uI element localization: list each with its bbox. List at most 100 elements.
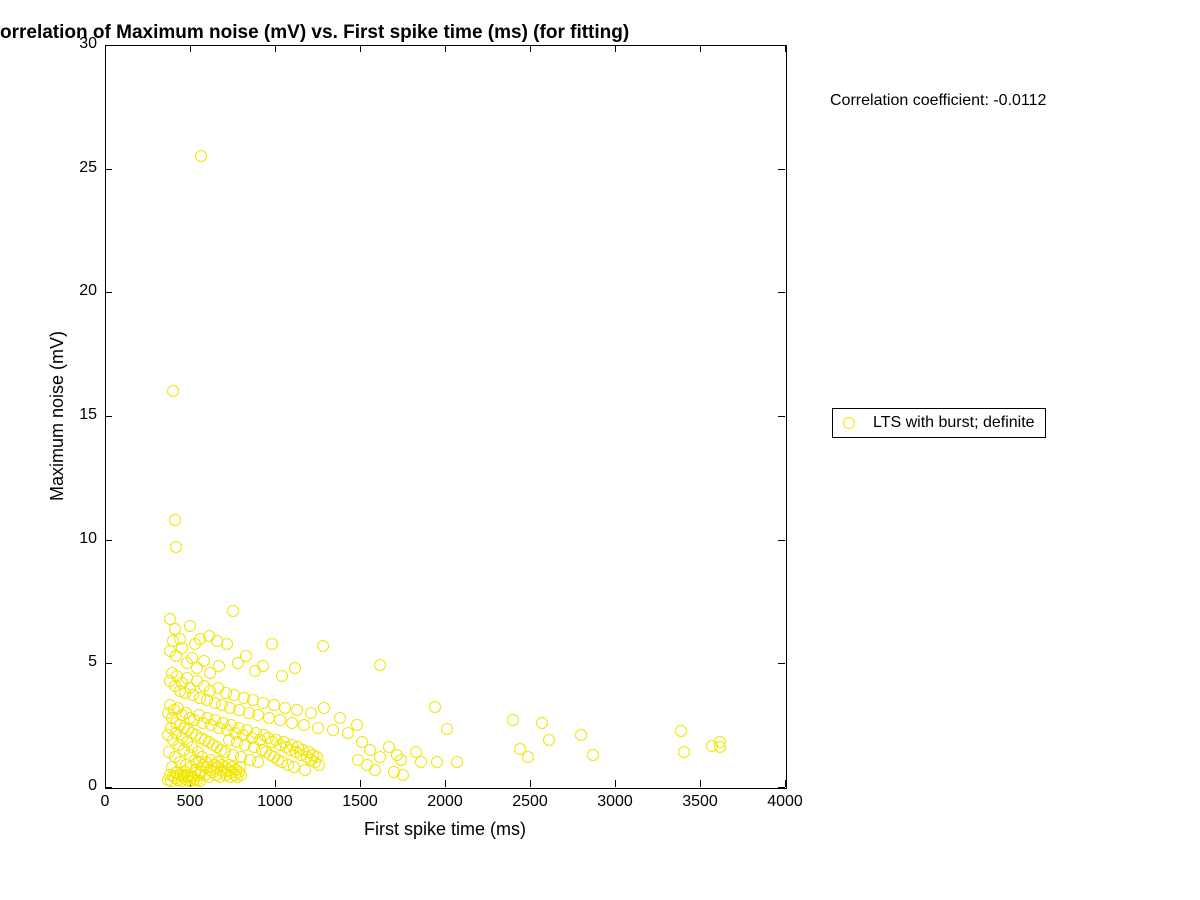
x-tick — [445, 780, 446, 787]
y-axis-label: Maximum noise (mV) — [47, 316, 68, 516]
x-tick — [530, 780, 531, 787]
x-tick-label: 4000 — [760, 793, 810, 811]
scatter-point — [274, 714, 286, 726]
x-tick — [105, 780, 106, 787]
scatter-point — [195, 150, 207, 162]
y-tick-label: 5 — [88, 653, 97, 671]
scatter-point — [678, 746, 690, 758]
scatter-point — [317, 640, 329, 652]
scatter-point — [198, 655, 210, 667]
scatter-point — [397, 769, 409, 781]
y-tick — [778, 663, 785, 664]
scatter-point — [257, 697, 269, 709]
scatter-point — [374, 751, 386, 763]
scatter-point — [431, 756, 443, 768]
scatter-point — [305, 707, 317, 719]
x-tick-label: 2500 — [505, 793, 555, 811]
y-tick — [105, 416, 112, 417]
x-tick — [700, 45, 701, 52]
scatter-point — [235, 769, 247, 781]
scatter-point — [714, 741, 726, 753]
x-tick-label: 1500 — [335, 793, 385, 811]
y-tick-label: 30 — [79, 35, 97, 53]
x-tick-label: 1000 — [250, 793, 300, 811]
y-tick-label: 25 — [79, 159, 97, 177]
x-tick — [615, 780, 616, 787]
x-tick — [615, 45, 616, 52]
x-tick-label: 0 — [80, 793, 130, 811]
y-tick — [778, 540, 785, 541]
x-tick — [360, 780, 361, 787]
scatter-point — [587, 749, 599, 761]
scatter-point — [252, 709, 264, 721]
scatter-point — [227, 605, 239, 617]
x-tick — [445, 45, 446, 52]
y-tick — [105, 787, 112, 788]
y-tick-label: 15 — [79, 406, 97, 424]
scatter-point — [291, 704, 303, 716]
scatter-point — [374, 659, 386, 671]
scatter-point — [327, 724, 339, 736]
scatter-point — [194, 775, 206, 787]
scatter-point — [289, 662, 301, 674]
y-tick — [105, 540, 112, 541]
scatter-point — [351, 719, 363, 731]
y-tick — [778, 416, 785, 417]
scatter-point — [268, 699, 280, 711]
y-tick-label: 20 — [79, 282, 97, 300]
x-tick-label: 500 — [165, 793, 215, 811]
x-tick — [190, 45, 191, 52]
y-tick — [778, 45, 785, 46]
scatter-point — [451, 756, 463, 768]
scatter-point — [279, 702, 291, 714]
scatter-point — [575, 729, 587, 741]
scatter-point — [169, 514, 181, 526]
x-tick — [105, 45, 106, 52]
scatter-point — [543, 734, 555, 746]
correlation-annotation: Correlation coefficient: -0.0112 — [830, 92, 1046, 110]
y-tick — [778, 169, 785, 170]
scatter-point — [184, 620, 196, 632]
scatter-point — [312, 722, 324, 734]
legend-label: LTS with burst; definite — [873, 414, 1035, 432]
scatter-point — [176, 642, 188, 654]
y-tick — [105, 292, 112, 293]
y-tick-label: 0 — [88, 777, 97, 795]
scatter-point — [441, 723, 453, 735]
scatter-point — [334, 712, 346, 724]
scatter-point — [536, 717, 548, 729]
y-tick — [105, 169, 112, 170]
scatter-point — [395, 754, 407, 766]
scatter-point — [221, 638, 233, 650]
x-tick — [785, 780, 786, 787]
y-tick — [105, 45, 112, 46]
scatter-point — [257, 660, 269, 672]
scatter-point — [167, 385, 179, 397]
y-tick-label: 10 — [79, 530, 97, 548]
x-tick-label: 3000 — [590, 793, 640, 811]
scatter-point — [170, 541, 182, 553]
legend: LTS with burst; definite — [832, 408, 1046, 438]
x-tick-label: 2000 — [420, 793, 470, 811]
x-tick — [275, 780, 276, 787]
scatter-point — [429, 701, 441, 713]
scatter-point — [298, 719, 310, 731]
scatter-point — [415, 756, 427, 768]
x-axis-label: First spike time (ms) — [345, 819, 545, 840]
scatter-point — [675, 725, 687, 737]
scatter-point — [213, 660, 225, 672]
x-tick-label: 3500 — [675, 793, 725, 811]
y-tick — [105, 663, 112, 664]
scatter-point — [369, 764, 381, 776]
scatter-point — [507, 714, 519, 726]
scatter-point — [240, 650, 252, 662]
scatter-point — [522, 751, 534, 763]
y-tick — [778, 787, 785, 788]
y-tick — [778, 292, 785, 293]
scatter-point — [313, 759, 325, 771]
scatter-point — [263, 712, 275, 724]
x-tick — [700, 780, 701, 787]
legend-marker-icon — [843, 417, 855, 429]
scatter-point — [286, 717, 298, 729]
scatter-point — [266, 638, 278, 650]
